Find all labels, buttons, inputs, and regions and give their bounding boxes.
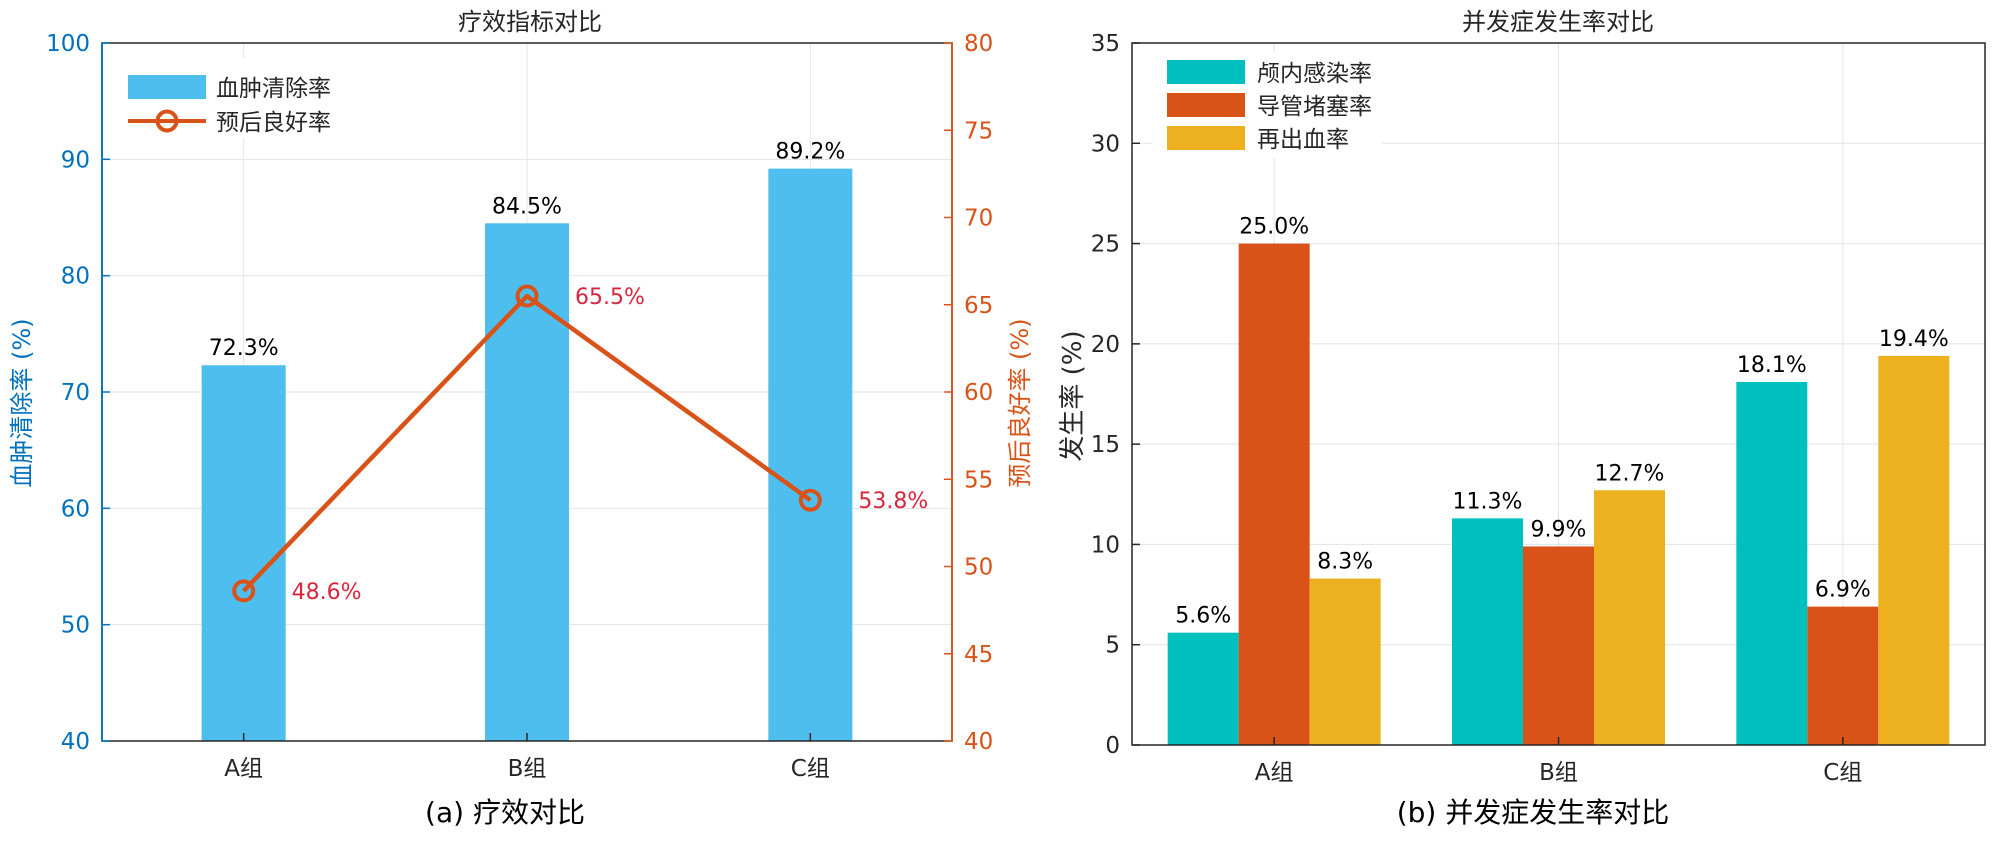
panel-a-data-labels: 72.3% 84.5% 89.2% 48.6% 65.5% 53.8% <box>209 140 929 605</box>
x-tick-label: B组 <box>1539 760 1578 786</box>
left-tick-label: 60 <box>61 496 90 522</box>
bar-value-label: 19.4% <box>1879 327 1949 352</box>
right-tick-label: 55 <box>964 467 993 493</box>
right-tick-label: 80 <box>964 31 993 57</box>
bar-hematoma-clearance <box>201 365 286 741</box>
legend-label: 导管堵塞率 <box>1257 94 1372 120</box>
bar-rebleeding <box>1309 578 1381 745</box>
line-value-label: 65.5% <box>575 285 645 310</box>
right-tick-label: 70 <box>964 206 993 232</box>
y-tick-label: 35 <box>1091 31 1120 57</box>
y-tick-label: 20 <box>1091 332 1120 358</box>
left-tick-label: 100 <box>46 31 90 57</box>
bar-hematoma-clearance <box>768 168 853 741</box>
bar-infection <box>1452 518 1523 745</box>
panel-a-right-axis: 40 45 50 55 60 65 70 75 80 <box>944 31 993 755</box>
left-tick-label: 90 <box>61 147 90 173</box>
bar-value-label: 12.7% <box>1595 461 1665 486</box>
panel-b-complications: 0 5 10 15 20 25 30 35 A组 B组 C组 5.6% 11.3% 18.1% 25.0… <box>1058 8 1986 829</box>
y-tick-label: 15 <box>1091 432 1120 458</box>
x-tick-label: A组 <box>1255 760 1294 786</box>
panel-a-right-axis-label: 预后良好率 (%) <box>1006 318 1034 487</box>
bar-value-label: 25.0% <box>1239 215 1309 240</box>
line-marker <box>232 579 256 603</box>
left-tick-label: 40 <box>61 729 90 755</box>
panel-a-left-axis: 40 50 60 70 80 90 100 <box>46 31 110 755</box>
bar-catheter-blockage <box>1238 243 1310 746</box>
line-value-label: 48.6% <box>292 580 362 605</box>
legend-label-line: 预后良好率 <box>216 110 331 136</box>
bar-value-label: 89.2% <box>775 140 845 165</box>
bar-catheter-blockage <box>1523 546 1594 745</box>
right-tick-label: 40 <box>964 729 993 755</box>
panel-a-bars <box>201 168 853 742</box>
bar-value-label: 9.9% <box>1531 517 1587 542</box>
line-marker <box>515 284 539 308</box>
x-tick-label: A组 <box>224 756 263 782</box>
bar-value-label: 11.3% <box>1453 489 1523 514</box>
y-tick-label: 10 <box>1091 532 1120 558</box>
line-value-label: 53.8% <box>858 489 928 514</box>
panel-b-data-labels: 5.6% 11.3% 18.1% 25.0% 9.9% 6.9% 8.3% 12.7% 19.4… <box>1175 215 1949 629</box>
bar-rebleeding <box>1594 490 1665 745</box>
legend-label-bar: 血肿清除率 <box>216 76 331 102</box>
right-tick-label: 75 <box>964 118 993 144</box>
bar-catheter-blockage <box>1807 606 1879 745</box>
bar-value-label: 5.6% <box>1175 604 1231 629</box>
panel-a-left-axis-label: 血肿清除率 (%) <box>8 318 36 487</box>
right-tick-label: 50 <box>964 555 993 581</box>
bar-value-label: 84.5% <box>492 194 562 219</box>
left-tick-label: 80 <box>61 264 90 290</box>
bar-hematoma-clearance <box>485 223 569 742</box>
panel-b-title: 并发症发生率对比 <box>1462 8 1654 36</box>
panel-a-line-series <box>232 284 822 603</box>
line-marker <box>798 488 822 512</box>
y-tick-label: 30 <box>1091 131 1120 157</box>
bar-infection <box>1736 381 1808 745</box>
panel-b-y-axis: 0 5 10 15 20 25 30 35 <box>1091 31 1140 759</box>
left-tick-label: 50 <box>61 613 90 639</box>
x-tick-label: B组 <box>508 756 547 782</box>
panel-b-bars <box>1167 243 1950 746</box>
panel-a-title: 疗效指标对比 <box>458 8 602 36</box>
panel-a-efficacy: 40 50 60 70 80 90 100 40 45 50 55 60 65 70 75 80 A组 B组 C… <box>8 8 1034 829</box>
y-tick-label: 5 <box>1105 633 1120 659</box>
y-tick-label: 0 <box>1105 733 1120 759</box>
panel-b-x-axis: A组 B组 C组 <box>1255 737 1862 786</box>
legend-swatch <box>1167 126 1245 150</box>
legend-swatch-bar <box>128 75 206 99</box>
legend-swatch <box>1167 93 1245 117</box>
bar-value-label: 6.9% <box>1815 578 1871 603</box>
bar-value-label: 18.1% <box>1737 353 1807 378</box>
y-tick-label: 25 <box>1091 232 1120 258</box>
legend-swatch <box>1167 60 1245 84</box>
legend-swatch-marker <box>155 109 179 133</box>
right-tick-label: 45 <box>964 642 993 668</box>
right-tick-label: 65 <box>964 293 993 319</box>
right-tick-label: 60 <box>964 380 993 406</box>
panel-a-x-axis: A组 B组 C组 <box>224 733 830 782</box>
x-tick-label: C组 <box>1823 760 1862 786</box>
line-good-prognosis <box>242 293 812 593</box>
legend-label: 颅内感染率 <box>1257 61 1372 87</box>
legend-label: 再出血率 <box>1257 127 1349 153</box>
bar-infection <box>1167 632 1239 745</box>
x-tick-label: C组 <box>791 756 830 782</box>
bar-value-label: 72.3% <box>209 336 279 361</box>
panel-b-y-axis-label: 发生率 (%) <box>1058 330 1088 461</box>
panel-a-caption: (a) 疗效对比 <box>425 796 585 829</box>
bar-rebleeding <box>1878 355 1950 745</box>
left-tick-label: 70 <box>61 380 90 406</box>
panel-b-caption: (b) 并发症发生率对比 <box>1397 796 1670 829</box>
panel-a-legend: 血肿清除率 预后良好率 <box>104 58 409 138</box>
bar-value-label: 8.3% <box>1317 550 1373 575</box>
